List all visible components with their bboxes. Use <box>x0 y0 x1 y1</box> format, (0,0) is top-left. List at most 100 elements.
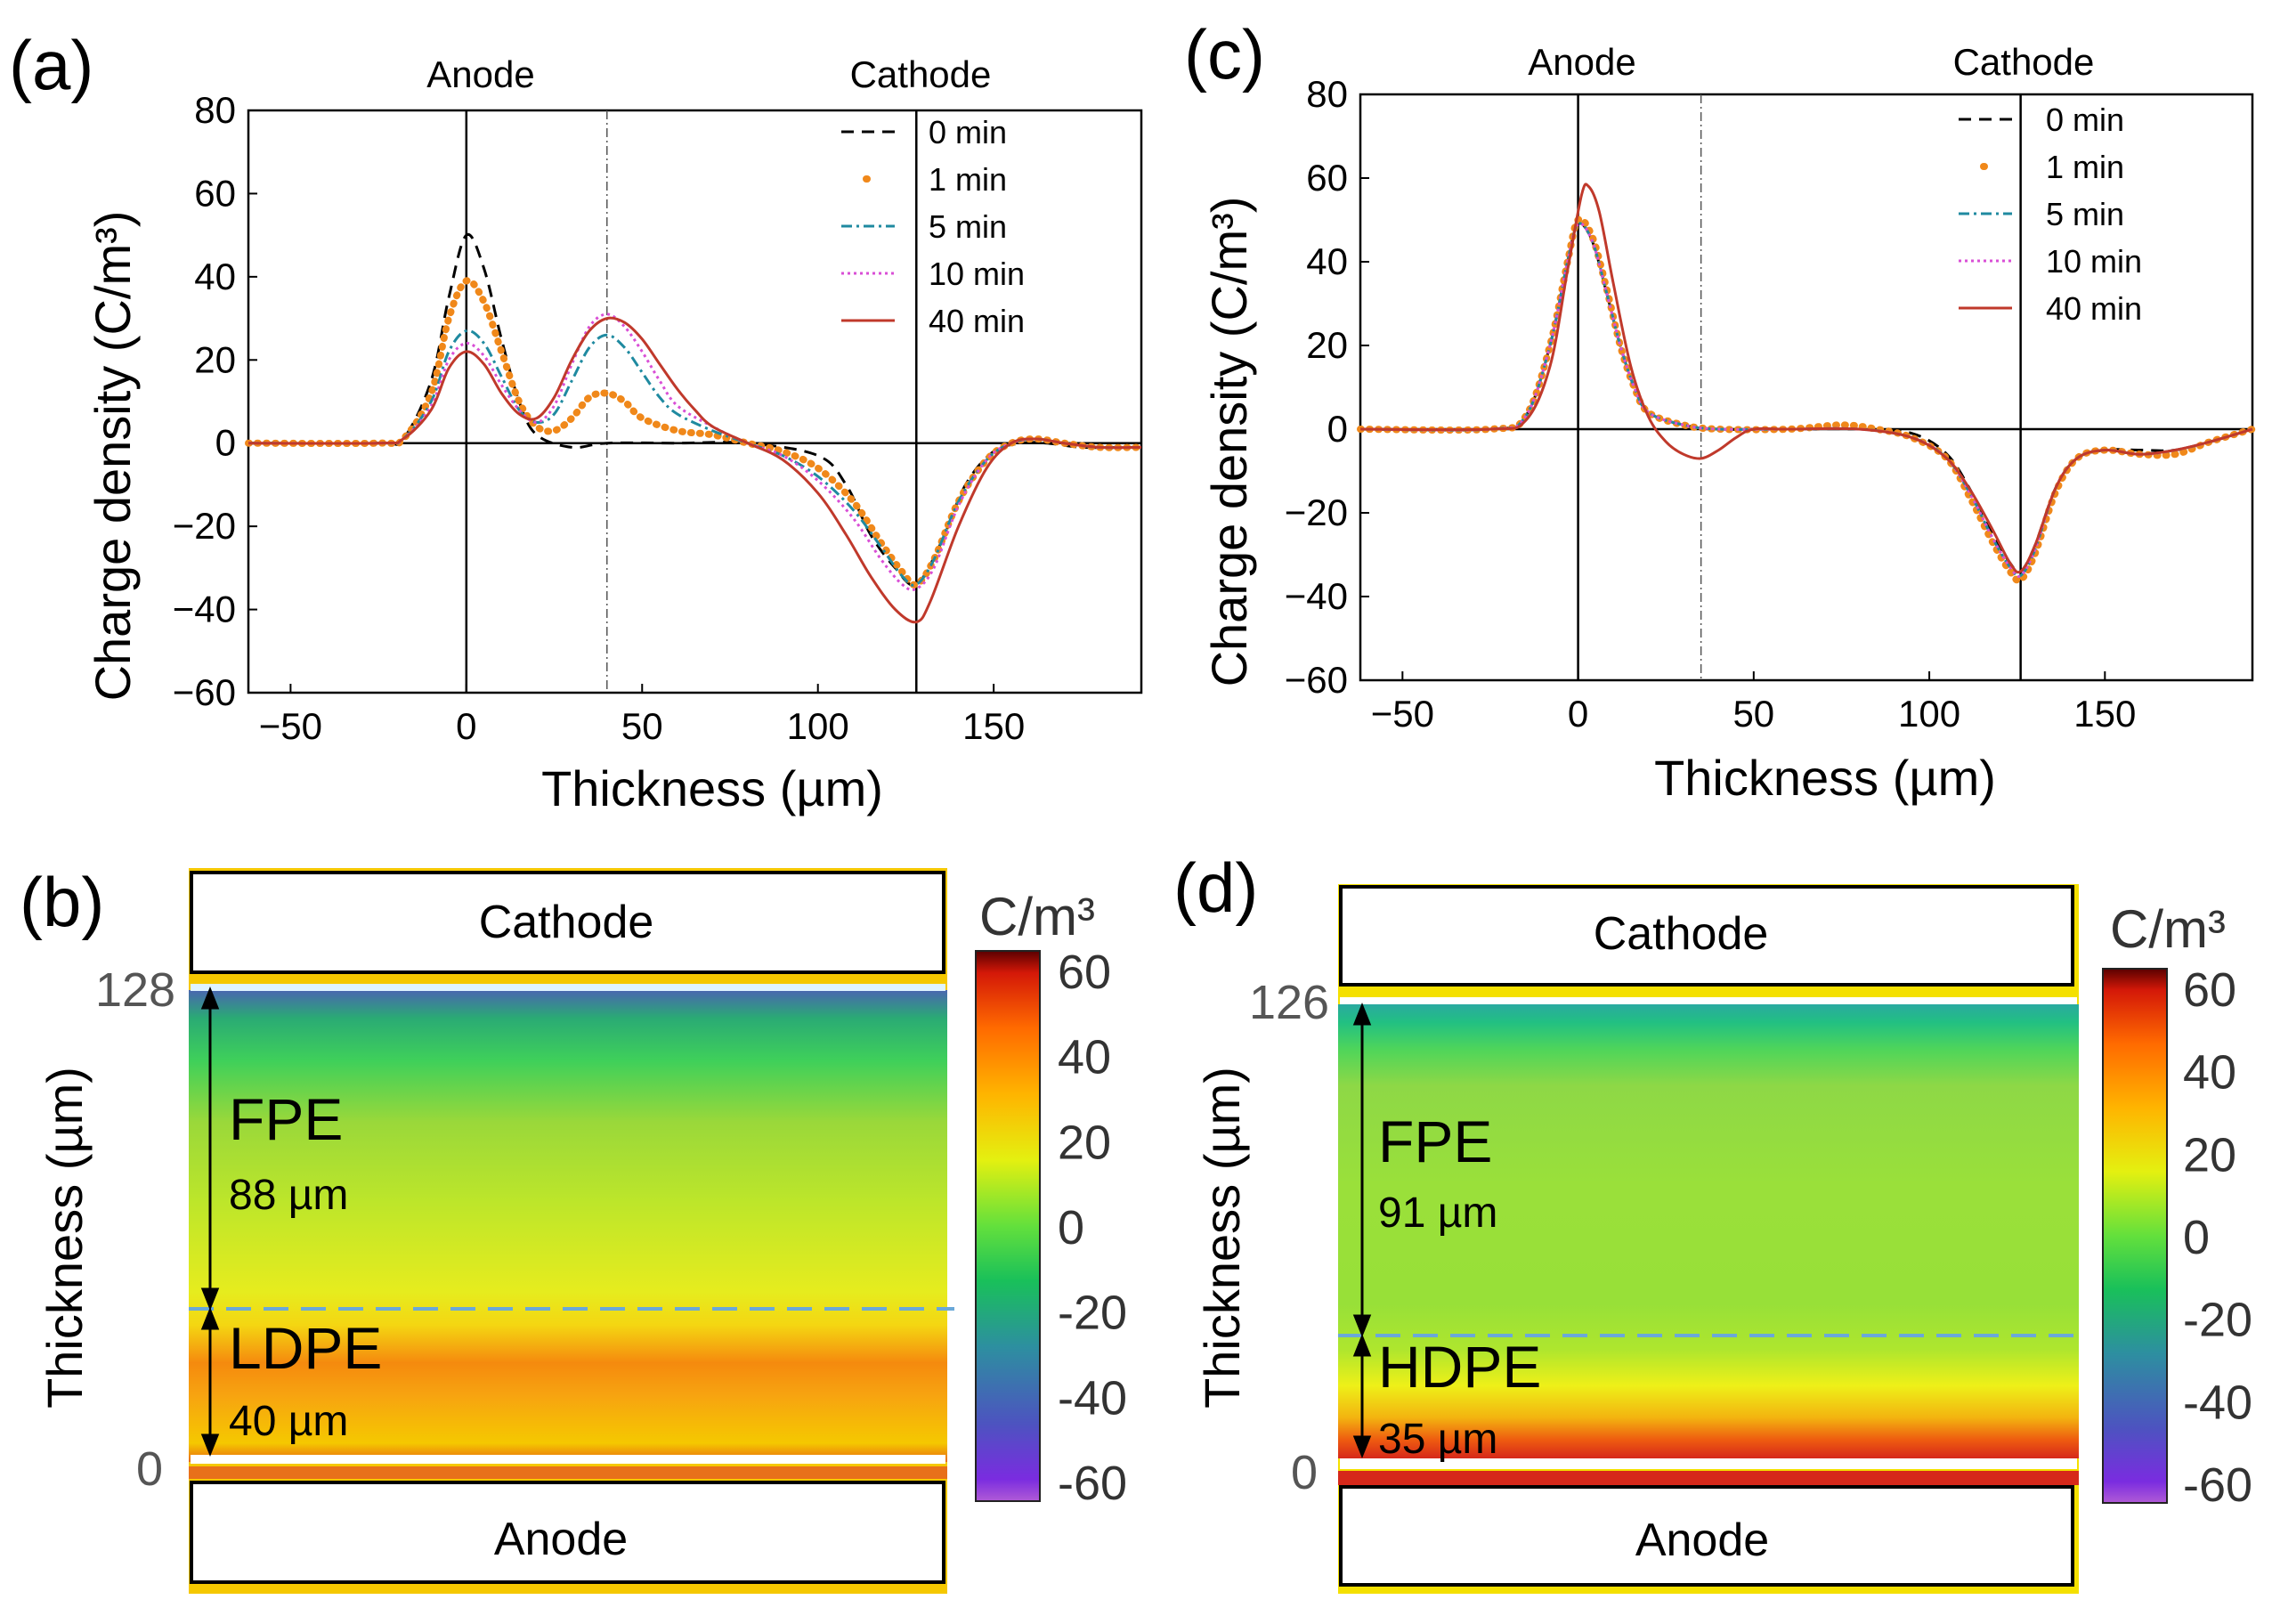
y-tick-bottom-b: 0 <box>136 1442 163 1496</box>
colorbar-tick-label: 0 <box>1058 1201 1084 1255</box>
cathode-box-b <box>190 871 945 974</box>
layer-thickness-ldpe-b: 40 µm <box>229 1398 348 1445</box>
colorbar-tick-label: -60 <box>2183 1458 2252 1512</box>
anode-box-d <box>1339 1485 2074 1587</box>
anode-label-c: Anode <box>1528 41 1635 83</box>
y-tick-label-a: 40 <box>194 256 236 297</box>
anode-box-b <box>190 1481 945 1584</box>
panel-label-b: (b) <box>20 863 104 941</box>
cathode-label-a: Cathode <box>850 53 992 95</box>
cathode-box-d <box>1339 885 2074 987</box>
anode-contact-strip-b <box>189 1466 947 1479</box>
colorbar-tick-label: 60 <box>2183 963 2236 1017</box>
colorbar-tick-label: 40 <box>1058 1031 1111 1084</box>
y-axis-label-a: Charge density (C/m³) <box>85 211 141 702</box>
x-tick-label-c: 0 <box>1568 693 1588 735</box>
anode-label-a: Anode <box>426 53 534 95</box>
colorbar-ticks-b: 60 40 20 0 -20 -40 -60 <box>1058 946 1127 1510</box>
dimension-arrows-b <box>200 986 220 1458</box>
plot-frame-a <box>247 109 1143 694</box>
y-tick-label-c: −20 <box>1285 491 1348 533</box>
y-tick-label-c: 20 <box>1306 324 1348 366</box>
y-axis-label-d: Thickness (µm) <box>1194 1067 1250 1409</box>
legend-label-a-4: 40 min <box>929 303 1025 339</box>
series-40-min-line-c <box>1359 183 2253 574</box>
series-10-min-line-a <box>247 313 1142 592</box>
panel-label-a: (a) <box>9 26 93 104</box>
dimension-arrows-d <box>1352 1002 1372 1459</box>
x-tick-label-c: −50 <box>1371 693 1434 735</box>
panel-a: (a) Anode Cathode −50 0 50 100 150806040200−… <box>9 26 1145 816</box>
legend-label-a-2: 5 min <box>929 208 1007 245</box>
y-axis-label-c: Charge density (C/m³) <box>1201 197 1257 687</box>
x-tick-label-a: 50 <box>621 705 663 747</box>
y-tick-label-a: −40 <box>173 589 236 630</box>
y-tick-label-c: 80 <box>1306 73 1348 115</box>
legend-label-a-1: 1 min <box>929 161 1007 198</box>
colorbar-tick-label: -40 <box>1058 1371 1127 1425</box>
colorbar-unit-d: C/m³ <box>2110 899 2226 959</box>
cathode-label-c: Cathode <box>1953 41 2095 83</box>
anode-box-label-b: Anode <box>494 1514 628 1565</box>
y-tick-label-a: 80 <box>194 89 236 131</box>
y-tick-label-a: −60 <box>173 671 236 713</box>
y-tick-label-a: 0 <box>215 422 236 464</box>
y-tick-bottom-d: 0 <box>1291 1446 1318 1499</box>
series-10-min-line-c <box>1359 222 2253 578</box>
colorbar-tick-label: -40 <box>2183 1376 2252 1429</box>
cathode-interface-line-d <box>1340 997 2077 1004</box>
x-tick-label-c: 50 <box>1732 693 1774 735</box>
line-chart-c: −50 0 50 100 150 80 60 40 20 0 −20 −40 −60 0 min 1 min… <box>1285 73 2256 735</box>
colorbar-tick-label: -60 <box>1058 1457 1127 1510</box>
y-tick-label-a: 20 <box>194 338 236 380</box>
x-axis-label-a: Thickness (µm) <box>541 760 883 816</box>
colorbar-tick-label: 40 <box>2183 1046 2236 1100</box>
legend-label-c-4: 40 min <box>2046 290 2142 327</box>
legend-label-c-0: 0 min <box>2046 102 2124 138</box>
layer-name-ldpe-b: LDPE <box>229 1315 382 1381</box>
panel-label-c: (c) <box>1184 15 1265 93</box>
x-tick-label-c: 150 <box>2073 693 2136 735</box>
heatmap-d <box>1338 1004 2079 1458</box>
colorbar-tick-label: 20 <box>2183 1128 2236 1181</box>
colorbar-tick-label: 60 <box>1058 946 1111 999</box>
legend-label-a-0: 0 min <box>929 114 1007 150</box>
panel-d: (d) Cathode Anode FPE 91 µm HDPE 35 µm 1… <box>1173 849 2252 1594</box>
anode-interface-line-d <box>1340 1458 2077 1469</box>
y-tick-label-c: 40 <box>1306 240 1348 282</box>
y-axis-label-b: Thickness (µm) <box>37 1067 93 1409</box>
y-tick-label-c: 0 <box>1327 408 1348 450</box>
x-tick-label-a: −50 <box>259 705 322 747</box>
series-5-min-line-a <box>247 329 1142 587</box>
legend-label-c-3: 10 min <box>2046 243 2142 280</box>
colorbar-tick-label: -20 <box>1058 1287 1127 1340</box>
y-tick-top-d: 126 <box>1249 976 1329 1029</box>
panel-label-d: (d) <box>1173 849 1258 927</box>
line-chart-a: −50 0 50 100 150 80 60 40 20 0 −20 −40 −60 0 min 1 min… <box>173 89 1145 747</box>
y-tick-label-c: −60 <box>1285 659 1348 701</box>
layer-thickness-hdpe-d: 35 µm <box>1378 1416 1497 1463</box>
layer-name-hdpe-d: HDPE <box>1378 1334 1541 1400</box>
cathode-box-label-d: Cathode <box>1594 908 1769 960</box>
y-tick-label-a: 60 <box>194 172 236 214</box>
anode-box-label-d: Anode <box>1635 1514 1769 1566</box>
x-tick-label-c: 100 <box>1898 693 1960 735</box>
plot-frame-c <box>1359 93 2254 682</box>
cathode-interface-line-b <box>191 984 945 991</box>
x-tick-label-a: 100 <box>787 705 849 747</box>
x-axis-label-c: Thickness (µm) <box>1654 750 1996 806</box>
series-40-min-line-a <box>247 316 1142 624</box>
colorbar-d <box>2102 968 2168 1504</box>
colorbar-tick-label: 0 <box>2183 1211 2210 1264</box>
colorbar-b <box>975 950 1041 1502</box>
layer-thickness-fpe-d: 91 µm <box>1378 1190 1497 1237</box>
y-tick-label-c: −40 <box>1285 575 1348 617</box>
colorbar-unit-b: C/m³ <box>979 887 1095 946</box>
cathode-box-label-b: Cathode <box>479 897 654 948</box>
legend-label-c-2: 5 min <box>2046 196 2124 232</box>
anode-interface-line-b <box>191 1455 945 1464</box>
legend-label-a-3: 10 min <box>929 256 1025 292</box>
y-tick-label-a: −20 <box>173 505 236 547</box>
y-tick-top-b: 128 <box>95 963 175 1017</box>
